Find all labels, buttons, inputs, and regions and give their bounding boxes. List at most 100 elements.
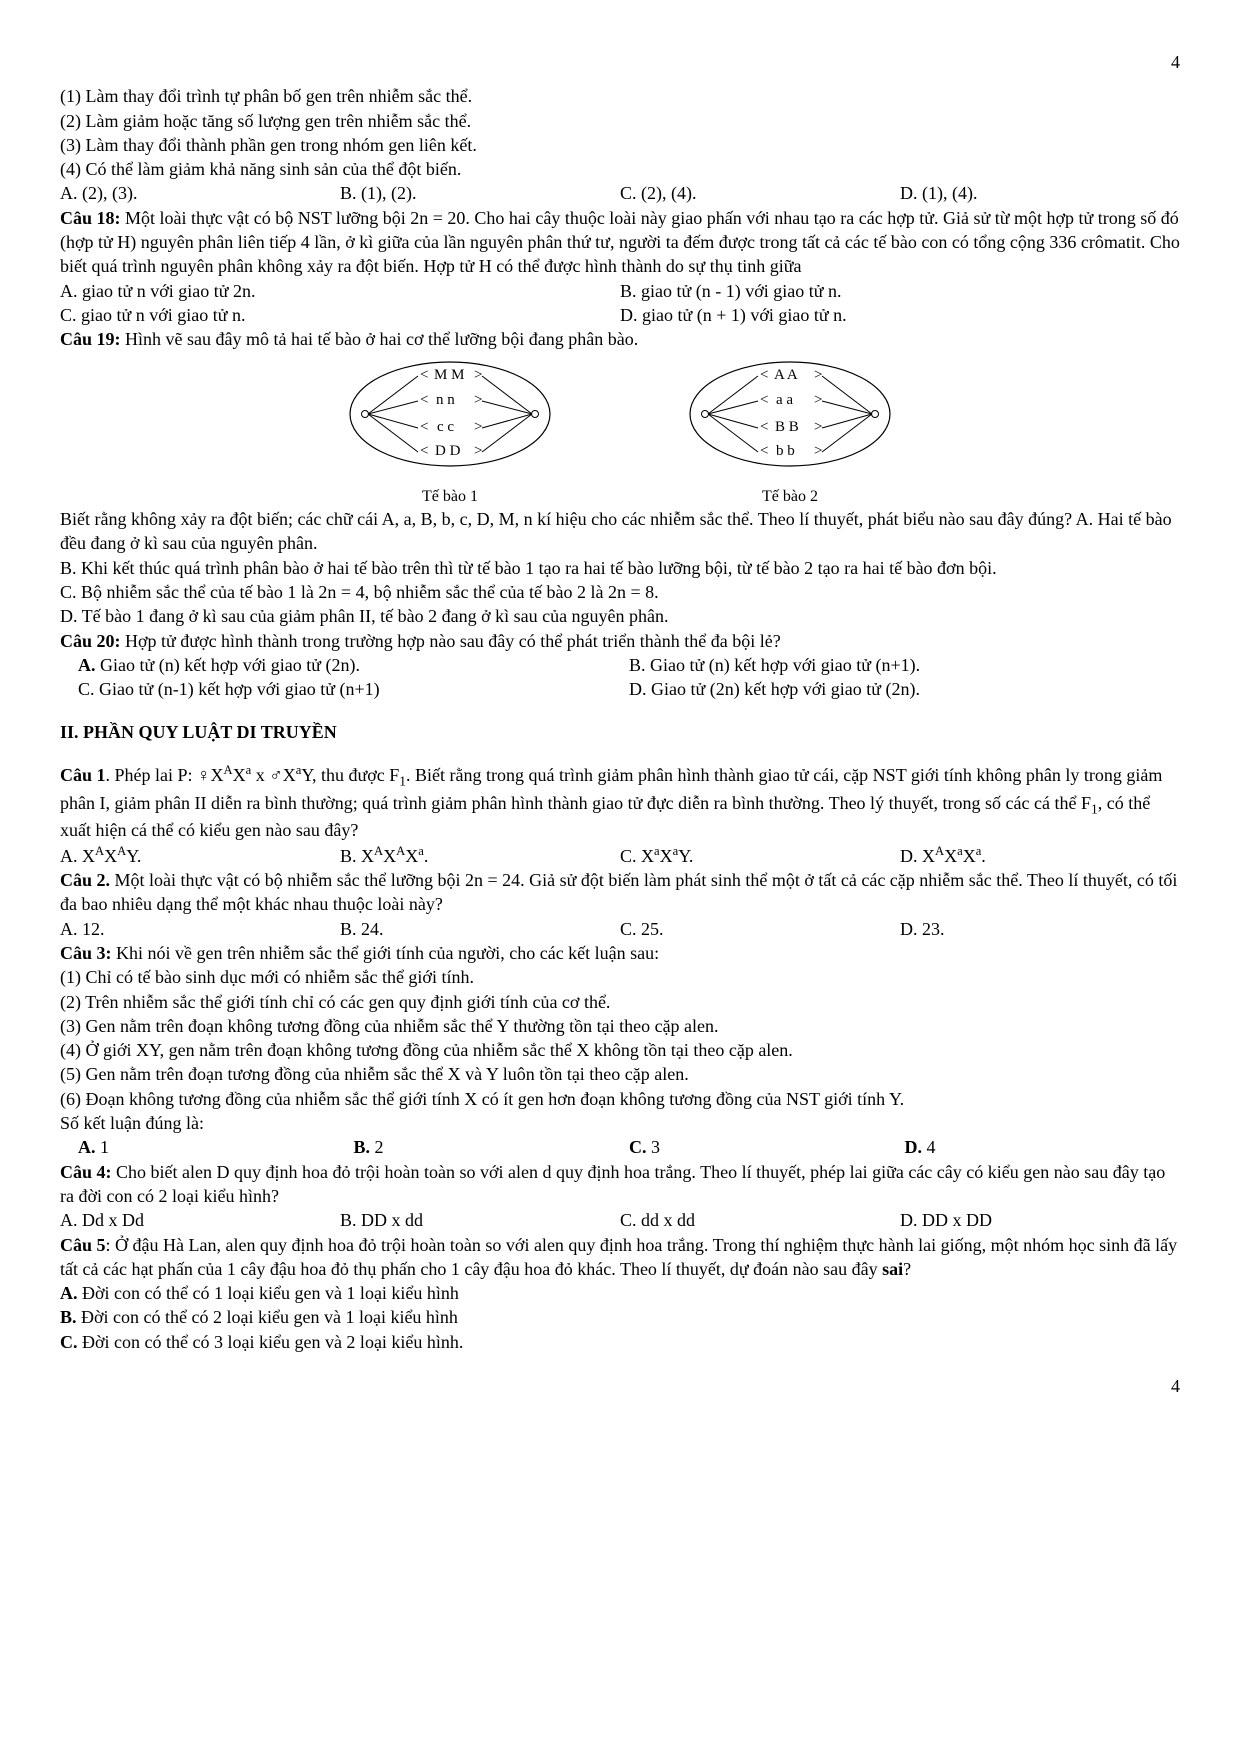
page-number-top: 4 (60, 50, 1180, 74)
c1-options: A. XAXAY. B. XAXAXa. C. XaXaY. D. XAXaXa… (60, 843, 1180, 868)
section-2-title: II. PHẦN QUY LUẬT DI TRUYỀN (60, 720, 1180, 744)
svg-text:<: < (760, 419, 768, 435)
c4-opt-b: B. DD x dd (340, 1208, 620, 1232)
cell-2-caption: Tế bào 2 (680, 486, 900, 508)
svg-text:<: < (420, 443, 428, 459)
q17-opt-b: B. (1), (2). (340, 181, 620, 205)
c3-opt-b: B. 2 (354, 1135, 630, 1159)
c4-opt-d: D. DD x DD (900, 1208, 1180, 1232)
svg-text:>: > (814, 419, 822, 435)
q19-opt-b: B. Khi kết thúc quá trình phân bào ở hai… (60, 556, 1180, 580)
c5-opt-c: C. Đời con có thể có 3 loại kiểu gen và … (60, 1330, 1180, 1354)
figure-row: <> <> <> <> M M n n c c D D Tế bào 1 (60, 352, 1180, 508)
q18: Câu 18: Một loài thực vật có bộ NST lưỡn… (60, 206, 1180, 279)
c3-opt-c: C. 3 (629, 1135, 905, 1159)
q20-row1: A. Giao tử (n) kết hợp với giao tử (2n).… (60, 653, 1180, 677)
q19-opt-d: D. Tế bào 1 đang ở kì sau của giảm phân … (60, 604, 1180, 628)
c3-opt-d: D. 4 (905, 1135, 1181, 1159)
q17-opt-c: C. (2), (4). (620, 181, 900, 205)
c3-item-1: (1) Chỉ có tế bào sinh dục mới có nhiễm … (60, 965, 1180, 989)
c1-t3: Y, thu được F (301, 765, 399, 785)
q20-label: Câu 20: (60, 631, 121, 651)
q18-opt-a: A. giao tử n với giao tử 2n. (60, 279, 620, 303)
c1-opt-b: B. XAXAXa. (340, 843, 620, 868)
svg-text:<: < (420, 392, 428, 408)
c2-opt-a: A. 12. (60, 917, 340, 941)
svg-text:D D: D D (435, 443, 461, 459)
q19-text: Hình vẽ sau đây mô tả hai tế bào ở hai c… (121, 329, 639, 349)
q19-after: Biết rằng không xảy ra đột biến; các chữ… (60, 507, 1180, 556)
c2-opt-d: D. 23. (900, 917, 1180, 941)
c3-options: A. 1 B. 2 C. 3 D. 4 (60, 1135, 1180, 1159)
c4-opt-c: C. dd x dd (620, 1208, 900, 1232)
cell-2-figure: <> <> <> <> A A a a B B b b Tế bào 2 (680, 352, 900, 508)
svg-text:>: > (474, 443, 482, 459)
c5-sai: sai (882, 1259, 903, 1279)
c3-item-2: (2) Trên nhiễm sắc thể giới tính chỉ có … (60, 990, 1180, 1014)
c3-item-6: (6) Đoạn không tương đồng của nhiễm sắc … (60, 1087, 1180, 1111)
c4-label: Câu 4: (60, 1162, 112, 1182)
q19-label: Câu 19: (60, 329, 121, 349)
c5-opt-b: B. Đời con có thể có 2 loại kiểu gen và … (60, 1305, 1180, 1329)
c4-options: A. Dd x Dd B. DD x dd C. dd x dd D. DD x… (60, 1208, 1180, 1232)
q18-label: Câu 18: (60, 208, 121, 228)
c4-text: Cho biết alen D quy định hoa đỏ trội hoà… (60, 1162, 1165, 1206)
q17-opt-d: D. (1), (4). (900, 181, 1180, 205)
q18-row1: A. giao tử n với giao tử 2n. B. giao tử … (60, 279, 1180, 303)
c1-label: Câu 1 (60, 765, 106, 785)
q18-opt-d: D. giao tử (n + 1) với giao tử n. (620, 303, 1180, 327)
c5: Câu 5: Ở đậu Hà Lan, alen quy định hoa đ… (60, 1233, 1180, 1282)
q17-opt-a: A. (2), (3). (60, 181, 340, 205)
c3-text: Khi nói về gen trên nhiễm sắc thể giới t… (112, 943, 660, 963)
c1-opt-c: C. XaXaY. (620, 843, 900, 868)
svg-text:<: < (420, 419, 428, 435)
c2-text: Một loài thực vật có bộ nhiễm sắc thể lư… (60, 870, 1177, 914)
svg-text:b b: b b (776, 443, 795, 459)
q20-opt-c: C. Giao tử (n-1) kết hợp với giao tử (n+… (78, 677, 629, 701)
cell-1-caption: Tế bào 1 (340, 486, 560, 508)
svg-text:>: > (474, 367, 482, 383)
c2: Câu 2. Một loài thực vật có bộ nhiễm sắc… (60, 868, 1180, 917)
q18-text: Một loài thực vật có bộ NST lưỡng bội 2n… (60, 208, 1180, 277)
c3-item-5: (5) Gen nằm trên đoạn tương đồng của nhi… (60, 1062, 1180, 1086)
svg-text:>: > (474, 392, 482, 408)
q20: Câu 20: Hợp tử được hình thành trong trư… (60, 629, 1180, 653)
c1-opt-d: D. XAXaXa. (900, 843, 1180, 868)
svg-text:a a: a a (776, 392, 793, 408)
svg-text:B B: B B (775, 419, 799, 435)
c4-opt-a: A. Dd x Dd (60, 1208, 340, 1232)
svg-text:>: > (814, 367, 822, 383)
c3: Câu 3: Khi nói về gen trên nhiễm sắc thể… (60, 941, 1180, 965)
svg-text:>: > (474, 419, 482, 435)
c2-label: Câu 2. (60, 870, 110, 890)
c3-label: Câu 3: (60, 943, 112, 963)
q20-opt-a: A. Giao tử (n) kết hợp với giao tử (2n). (78, 653, 629, 677)
c5-opt-a: A. Đời con có thể có 1 loại kiểu gen và … (60, 1281, 1180, 1305)
c3-item-4: (4) Ở giới XY, gen nằm trên đoạn không t… (60, 1038, 1180, 1062)
q18-row2: C. giao tử n với giao tử n. D. giao tử (… (60, 303, 1180, 327)
q20-row2: C. Giao tử (n-1) kết hợp với giao tử (n+… (60, 677, 1180, 701)
svg-text:>: > (814, 443, 822, 459)
c4: Câu 4: Cho biết alen D quy định hoa đỏ t… (60, 1160, 1180, 1209)
svg-text:<: < (760, 443, 768, 459)
svg-text:n n: n n (436, 392, 455, 408)
c1-t2: x ♂X (251, 765, 296, 785)
page-number-bottom: 4 (60, 1374, 1180, 1398)
c1-opt-a: A. XAXAY. (60, 843, 340, 868)
q20-text: Hợp tử được hình thành trong trường hợp … (121, 631, 781, 651)
c3-item-3: (3) Gen nằm trên đoạn không tương đồng c… (60, 1014, 1180, 1038)
q17-options: A. (2), (3). B. (1), (2). C. (2), (4). D… (60, 181, 1180, 205)
c2-opt-b: B. 24. (340, 917, 620, 941)
q19: Câu 19: Hình vẽ sau đây mô tả hai tế bào… (60, 327, 1180, 351)
item-4: (4) Có thể làm giảm khả năng sinh sản củ… (60, 157, 1180, 181)
svg-text:<: < (760, 367, 768, 383)
svg-text:>: > (814, 392, 822, 408)
q18-opt-c: C. giao tử n với giao tử n. (60, 303, 620, 327)
c5-text: : Ở đậu Hà Lan, alen quy định hoa đỏ trộ… (60, 1235, 1177, 1279)
svg-text:c c: c c (437, 419, 454, 435)
svg-text:<: < (760, 392, 768, 408)
c2-opt-c: C. 25. (620, 917, 900, 941)
q18-opt-b: B. giao tử (n - 1) với giao tử n. (620, 279, 1180, 303)
q20-opt-b: B. Giao tử (n) kết hợp với giao tử (n+1)… (629, 653, 1180, 677)
item-2: (2) Làm giảm hoặc tăng số lượng gen trên… (60, 109, 1180, 133)
